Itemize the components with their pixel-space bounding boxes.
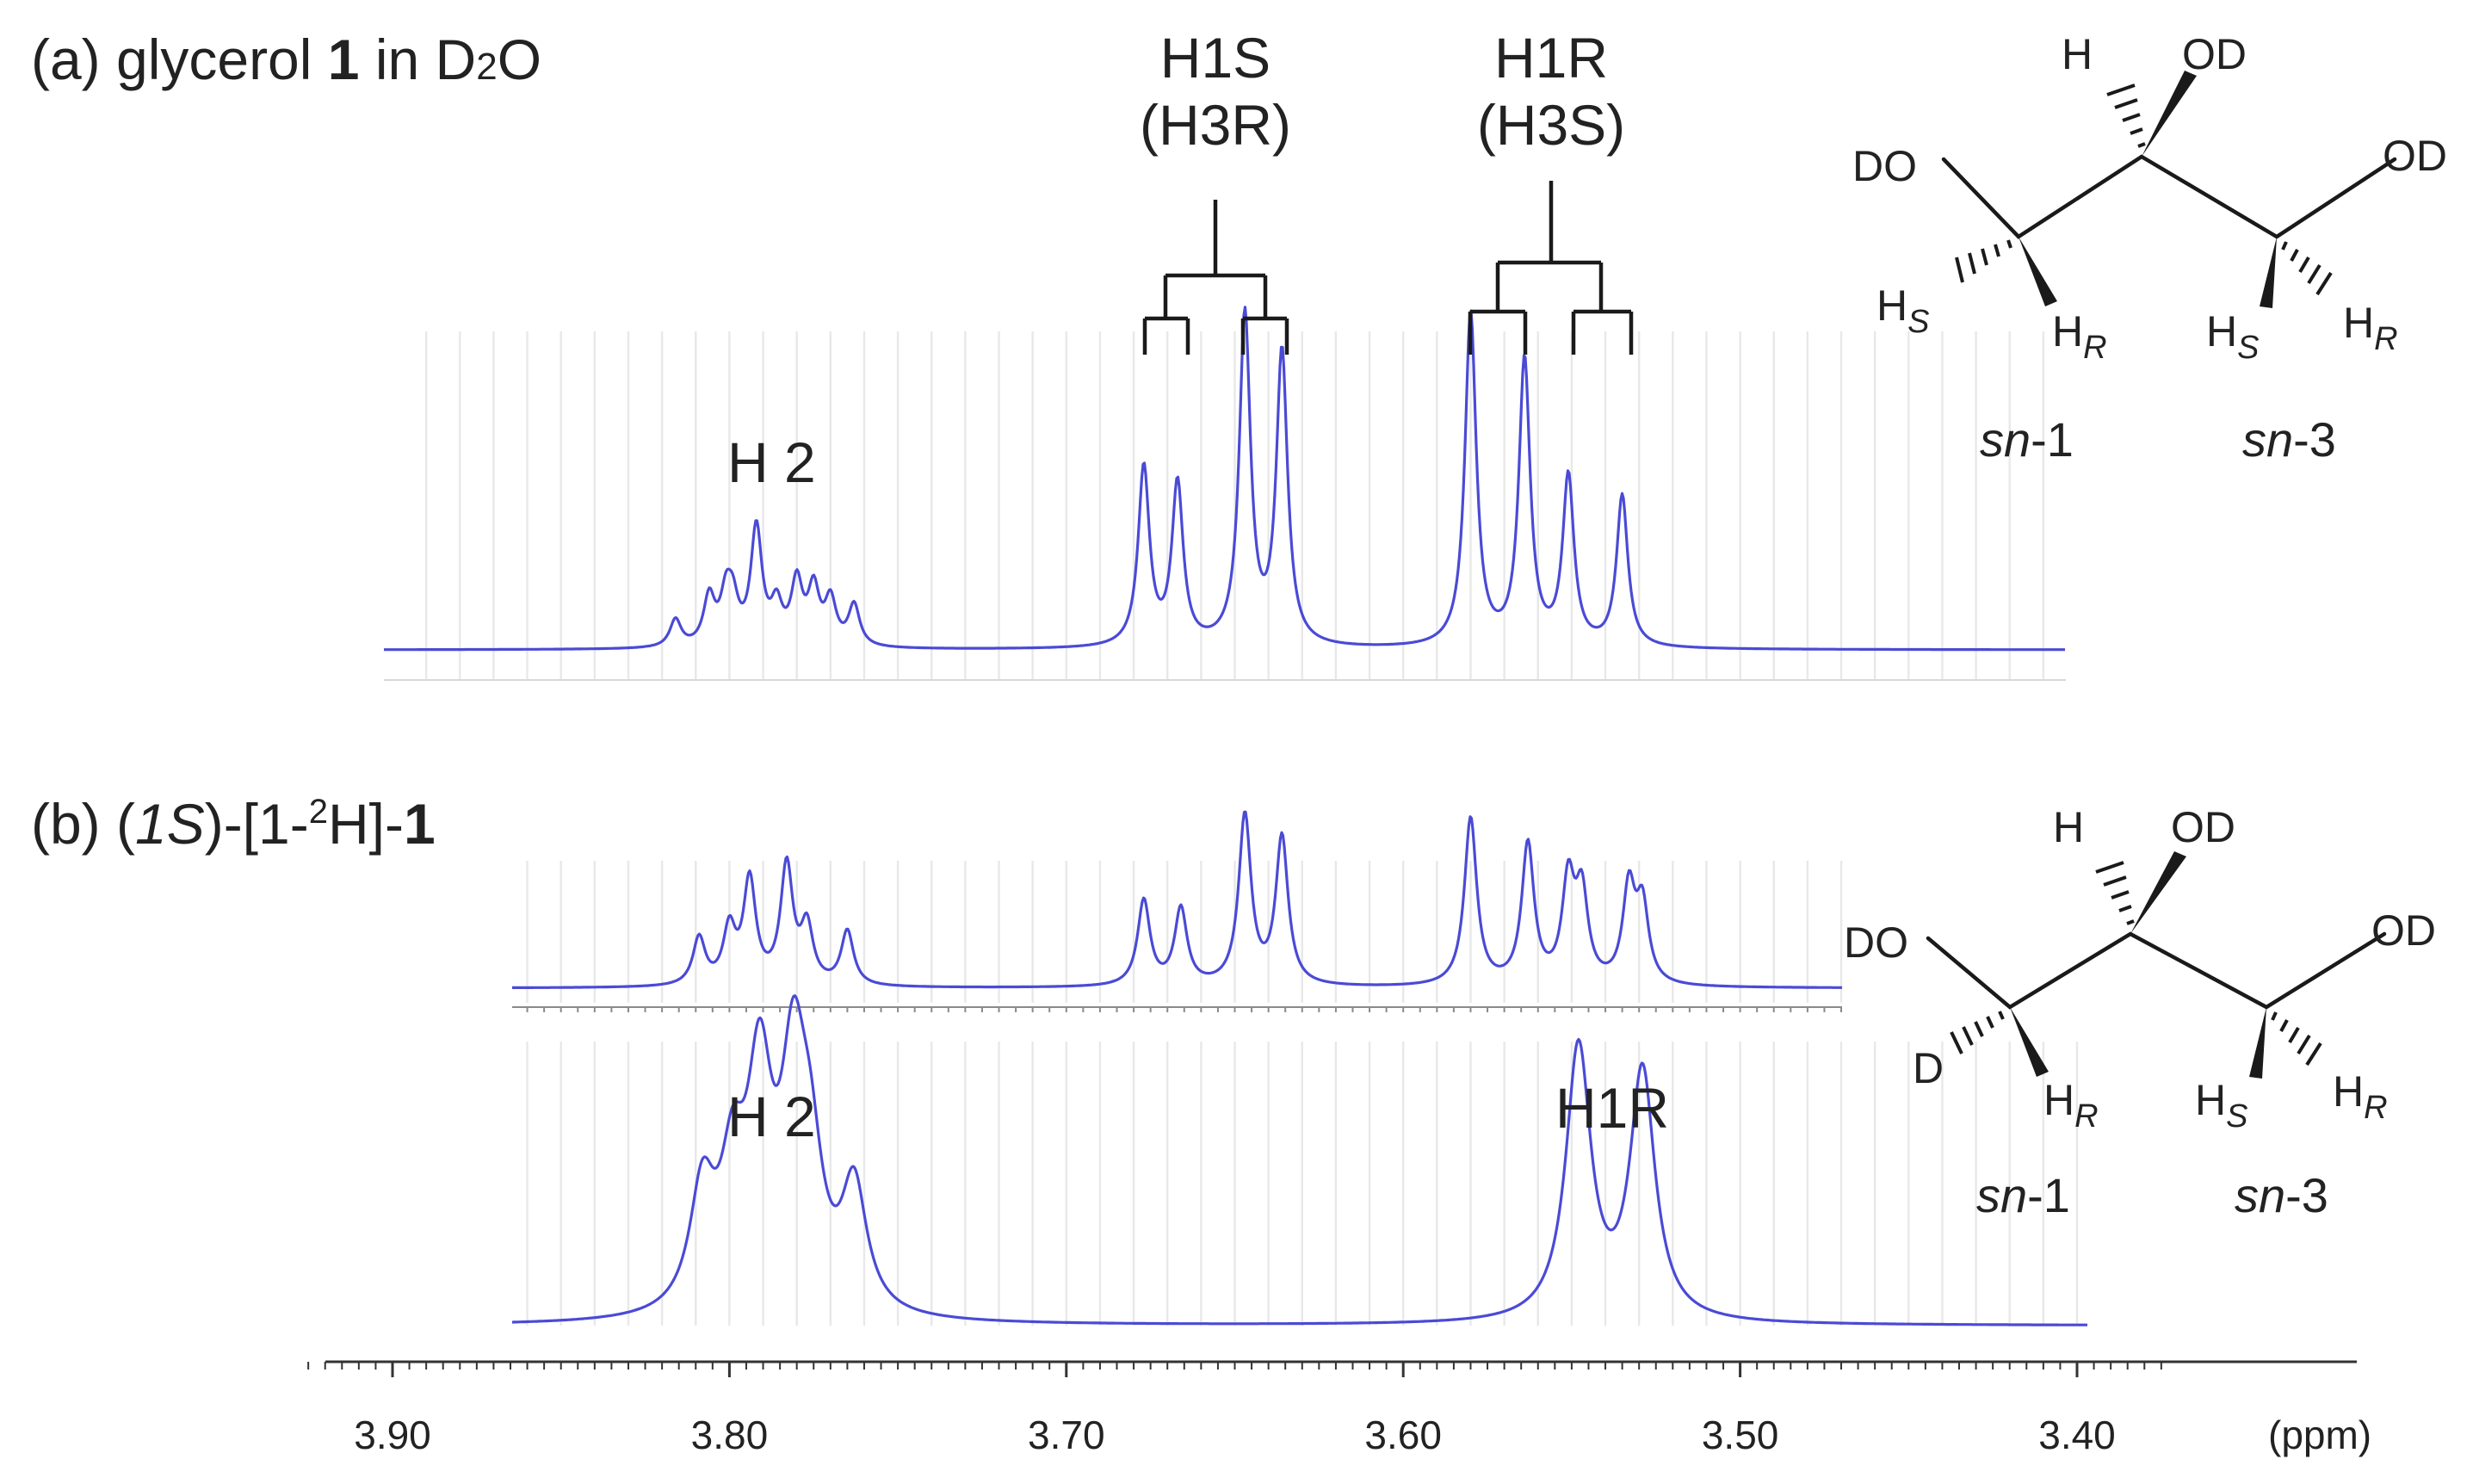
structure-a-h-label: H <box>2062 30 2093 78</box>
structure-a-hash-c1-hs <box>1955 239 2012 283</box>
panel-b-h1r-label: H1R <box>1555 1076 1669 1140</box>
panel-a-h3r-label: (H3R) <box>1140 93 1291 157</box>
panel-b-upper-minor-ticks <box>526 1007 1843 1012</box>
x-tick-label: 3.60 <box>1364 1413 1442 1457</box>
panel-a-title: (a) glycerol 1 in D2O <box>31 28 541 91</box>
structure-a-hash-c3-hr <box>2281 241 2333 296</box>
structure-b-do-label: DO <box>1844 918 1908 967</box>
panel-a: (a) glycerol 1 in D2O H 2 H1S (H3R) H1R … <box>31 26 2066 681</box>
structure-a-od-top-label: OD <box>2182 30 2247 78</box>
panel-b-lower-spectrum-trace <box>511 994 2088 1326</box>
panel-b-lower-gridlines <box>526 1042 2079 1326</box>
x-axis-ticks: 3.90 3.80 3.70 3.60 3.50 3.40 <box>307 1362 2162 1457</box>
structure-b-sn3-label: sn-3 <box>2235 1168 2328 1222</box>
structure-a-c1-hr-label: HR <box>2052 307 2107 366</box>
splitting-tree-h1r <box>1468 181 1634 355</box>
structure-a-wedge-c1-hr <box>2019 237 2057 306</box>
structure-a-wedge-od <box>2142 71 2197 157</box>
x-tick-label: 3.80 <box>691 1413 769 1457</box>
panel-a-h1s-label: H1S <box>1160 26 1271 90</box>
splitting-tree-h1s <box>1142 200 1289 355</box>
structure-a-od-right-label: OD <box>2383 132 2447 180</box>
panel-a-h2-label: H 2 <box>727 430 816 494</box>
structure-a-backbone <box>1941 154 2397 239</box>
structure-a-sn1-label: sn-1 <box>1980 412 2074 467</box>
x-axis-unit-label: (ppm) <box>2268 1413 2371 1457</box>
structure-b-hash-h2 <box>2095 861 2135 925</box>
structure-a-c3-hs-label: HS <box>2206 307 2259 366</box>
structure-a-do-label: DO <box>1852 142 1917 190</box>
panel-a-h3s-label: (H3S) <box>1477 93 1625 157</box>
structure-a-sn3-label: sn-3 <box>2242 412 2336 467</box>
structure-b-c3-hs-label: HS <box>2195 1076 2247 1135</box>
structure-a-wedge-c3-hs <box>2260 237 2277 308</box>
structure-a-c3-hr-label: HR <box>2343 299 2398 357</box>
panel-a-spectrum-trace <box>383 306 2066 652</box>
x-axis: 3.90 3.80 3.70 3.60 3.50 3.40 (ppm) <box>307 1360 2371 1457</box>
structure-b-backbone <box>1926 931 2387 1010</box>
structure-b-hash-c1-d <box>1950 1011 2005 1054</box>
panel-b-upper-spectrum-trace <box>511 810 1843 989</box>
structure-b-od-top-label: OD <box>2171 803 2235 851</box>
structure-a-c1-hs-label: HS <box>1876 281 1929 340</box>
structure-b-wedge-od <box>2130 851 2186 934</box>
x-tick-label: 3.50 <box>1702 1413 1779 1457</box>
structure-b-h-label: H <box>2053 803 2084 851</box>
panel-a-gridlines <box>424 331 2045 680</box>
structure-b-od-right-label: OD <box>2371 906 2436 955</box>
structure-b-c1-hr-label: HR <box>2043 1076 2099 1135</box>
panel-a-h1r-label: H1R <box>1494 26 1608 90</box>
structure-b-c1-d-label: D <box>1913 1044 1944 1092</box>
structure-b: H OD DO OD D HR HS HR sn-1 sn-3 <box>1844 803 2436 1222</box>
panel-b-h2-label: H 2 <box>727 1085 816 1148</box>
structure-a-hash-h2 <box>2106 83 2146 148</box>
structure-b-hash-c3-hr <box>2271 1011 2322 1067</box>
structure-b-c3-hr-label: HR <box>2333 1067 2388 1126</box>
structure-b-wedge-c1-hr <box>2010 1007 2049 1077</box>
structure-a: H OD DO OD HS HR HS HR sn-1 sn-3 <box>1852 30 2447 467</box>
x-tick-label: 3.40 <box>2038 1413 2116 1457</box>
x-tick-label: 3.70 <box>1028 1413 1105 1457</box>
x-tick-label: 3.90 <box>354 1413 431 1457</box>
panel-b-title: (b) (1S)-[1-2H]-1 <box>31 792 436 856</box>
panel-b-upper-gridlines <box>526 861 1843 1003</box>
structure-b-wedge-c3-hs <box>2249 1007 2266 1079</box>
panel-b: (b) (1S)-[1-2H]-1 H 2 H1R <box>31 792 2088 1326</box>
structure-b-sn1-label: sn-1 <box>1976 1168 2070 1222</box>
